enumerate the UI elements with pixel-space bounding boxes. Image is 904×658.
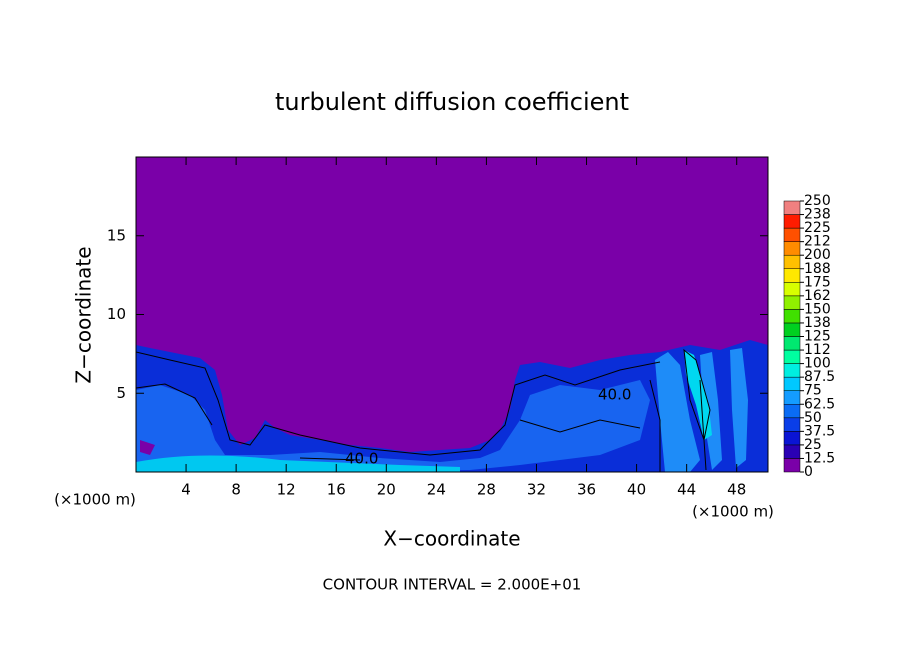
colorbar-segment (783, 227, 801, 242)
colorbar-label: 125 (804, 329, 831, 345)
x-tick-label: 44 (677, 481, 696, 499)
x-tick-label: 36 (577, 481, 596, 499)
x-tick-label: 8 (231, 481, 241, 499)
colorbar-label: 238 (804, 207, 831, 223)
colorbar-label: 175 (804, 274, 831, 290)
colorbar-segment (783, 390, 801, 405)
x-tick-label: 32 (527, 481, 546, 499)
contour-label: 40.0 (345, 450, 378, 468)
colorbar-segment (783, 404, 801, 419)
colorbar-segment (783, 363, 801, 378)
colorbar-label: 87.5 (804, 369, 835, 385)
footer: CONTOUR INTERVAL = 2.000E+01 (323, 576, 582, 594)
colorbar-segment (783, 417, 801, 432)
x-axis-label: X−coordinate (383, 527, 520, 551)
colorbar-segment (783, 282, 801, 297)
colorbar-label: 100 (804, 356, 831, 372)
x-tick-label: 12 (277, 481, 296, 499)
colorbar-segment (783, 444, 801, 459)
colorbar-segment (783, 295, 801, 310)
colorbar-segment (783, 241, 801, 256)
chart-title: turbulent diffusion coefficient (275, 88, 629, 116)
colorbar-label: 62.5 (804, 396, 835, 412)
colorbar-label: 188 (804, 261, 831, 277)
x-tick-label: 20 (377, 481, 396, 499)
colorbar-segment (783, 336, 801, 351)
colorbar-segment (783, 254, 801, 269)
y-tick-label: 5 (116, 384, 126, 402)
colorbar-label: 200 (804, 247, 831, 263)
y-tick-label: 15 (107, 226, 126, 244)
colorbar-segment (783, 431, 801, 446)
y-axis-label: Z−coordinate (72, 246, 96, 383)
colorbar-label: 150 (804, 301, 831, 317)
x-tick-label: 28 (477, 481, 496, 499)
colorbar-label: 12.5 (804, 450, 835, 466)
colorbar-segment (783, 349, 801, 364)
colorbar-label: 0 (804, 464, 813, 480)
colorbar-label: 162 (804, 288, 831, 304)
colorbar-label: 25 (804, 437, 822, 453)
colorbar-segment (783, 458, 801, 473)
y-tick-label: 10 (107, 305, 126, 323)
contour-field (136, 157, 768, 472)
colorbar-segment (783, 309, 801, 324)
colorbar-segment (783, 376, 801, 391)
colorbar-label: 138 (804, 315, 831, 331)
colorbar-segment (783, 268, 801, 283)
colorbar-label: 225 (804, 220, 831, 236)
colorbar-label: 37.5 (804, 423, 835, 439)
colorbar-label: 112 (804, 342, 831, 358)
contour-label: 40.0 (598, 386, 631, 404)
colorbar-segment (783, 200, 801, 215)
x-tick-label: 16 (327, 481, 346, 499)
x-unit-label: (×1000 m) (54, 491, 136, 509)
colorbar-segment (783, 322, 801, 337)
colorbar-label: 212 (804, 234, 831, 250)
x-tick-label: 48 (727, 481, 746, 499)
x-tick-label: 40 (627, 481, 646, 499)
colorbar-label: 250 (804, 193, 831, 209)
x-unit-label: (×1000 m) (692, 503, 774, 521)
colorbar-label: 50 (804, 410, 822, 426)
x-tick-label: 4 (181, 481, 191, 499)
colorbar-segment (783, 214, 801, 229)
x-tick-label: 24 (427, 481, 446, 499)
colorbar-label: 75 (804, 383, 822, 399)
